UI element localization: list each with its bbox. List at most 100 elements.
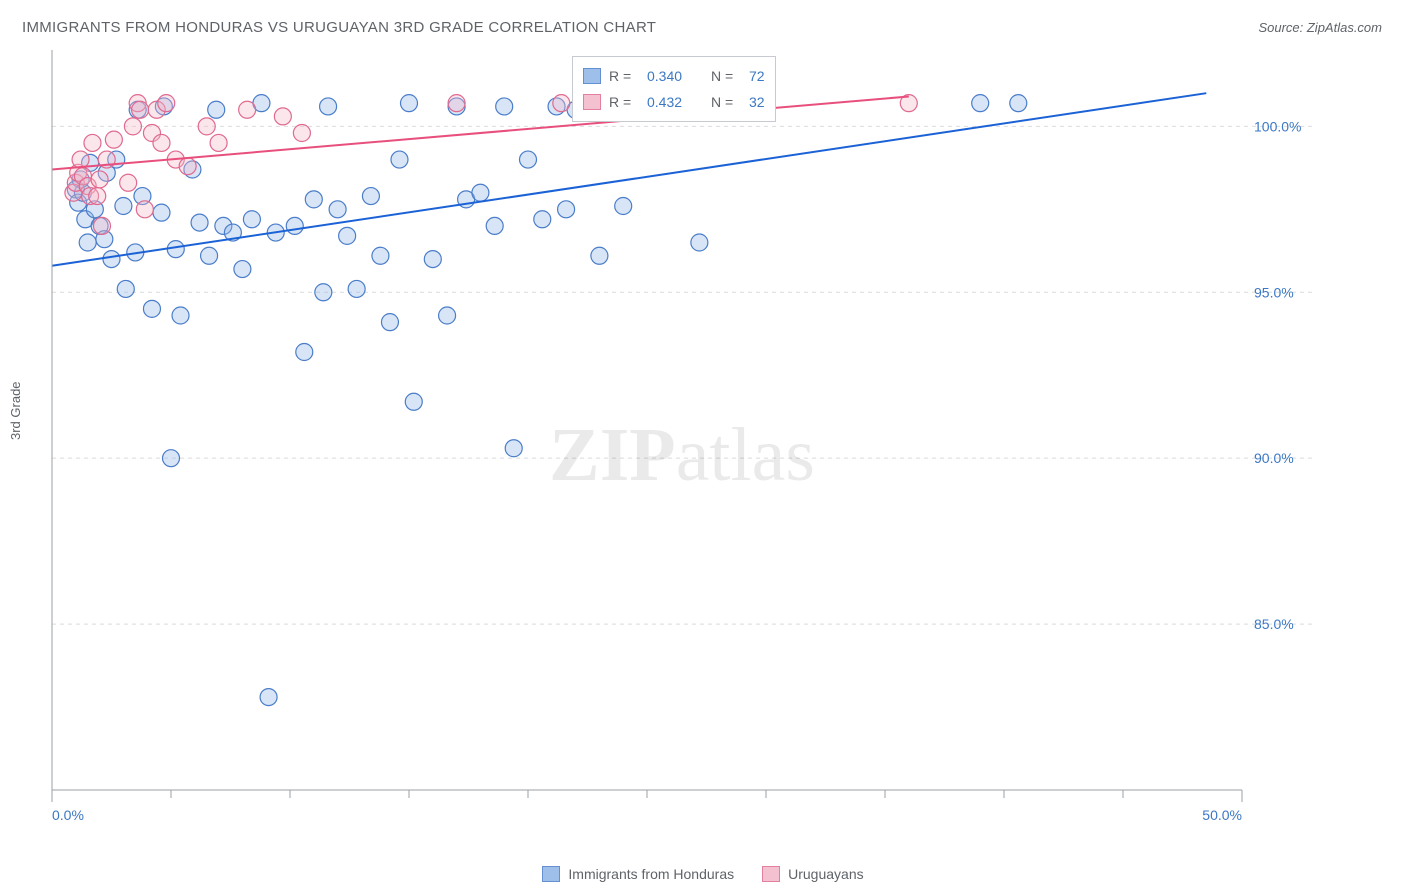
point-honduras	[320, 98, 337, 115]
r-label: R =	[609, 94, 639, 110]
point-honduras	[234, 261, 251, 278]
legend-label: Immigrants from Honduras	[568, 866, 734, 882]
point-honduras	[534, 211, 551, 228]
point-honduras	[315, 284, 332, 301]
point-honduras	[472, 184, 489, 201]
y-tick-label: 90.0%	[1254, 450, 1294, 466]
point-honduras	[143, 300, 160, 317]
chart-svg: ZIPatlas 0.0% 50.0% 85.0% 90.0% 95.0% 100.0%	[52, 50, 1312, 830]
point-uruguay	[136, 201, 153, 218]
point-honduras	[381, 314, 398, 331]
point-honduras	[286, 217, 303, 234]
x-tick-labels: 0.0% 50.0%	[52, 807, 1242, 823]
source-link[interactable]: ZipAtlas.com	[1307, 20, 1382, 35]
point-honduras	[208, 101, 225, 118]
point-uruguay	[293, 125, 310, 142]
point-honduras	[348, 280, 365, 297]
trendline-uruguay	[52, 97, 909, 170]
point-honduras	[486, 217, 503, 234]
stats-legend-row-honduras: R = 0.340 N = 72	[583, 63, 765, 89]
point-uruguay	[84, 134, 101, 151]
source-credit: Source: ZipAtlas.com	[1258, 20, 1382, 35]
watermark: ZIPatlas	[549, 413, 815, 497]
point-uruguay	[91, 171, 108, 188]
y-tick-label: 95.0%	[1254, 284, 1294, 300]
n-label: N =	[711, 94, 741, 110]
point-honduras	[153, 204, 170, 221]
series-legend: Immigrants from Honduras Uruguayans	[0, 866, 1406, 882]
point-honduras	[191, 214, 208, 231]
point-honduras	[79, 234, 96, 251]
point-honduras	[260, 689, 277, 706]
point-honduras	[558, 201, 575, 218]
point-uruguay	[553, 95, 570, 112]
point-honduras	[401, 95, 418, 112]
point-honduras	[505, 440, 522, 457]
gridlines	[52, 126, 1312, 624]
point-honduras	[201, 247, 218, 264]
point-honduras	[691, 234, 708, 251]
point-honduras	[115, 198, 132, 215]
y-tick-label: 100.0%	[1254, 118, 1301, 134]
scatter-points	[65, 95, 1027, 706]
title-row: IMMIGRANTS FROM HONDURAS VS URUGUAYAN 3R…	[0, 14, 1406, 40]
point-uruguay	[93, 217, 110, 234]
point-honduras	[496, 98, 513, 115]
r-label: R =	[609, 68, 639, 84]
source-prefix: Source:	[1258, 20, 1306, 35]
chart-title: IMMIGRANTS FROM HONDURAS VS URUGUAYAN 3R…	[22, 19, 656, 36]
point-honduras	[103, 251, 120, 268]
legend-item-uruguay[interactable]: Uruguayans	[762, 866, 864, 882]
point-honduras	[163, 450, 180, 467]
point-uruguay	[198, 118, 215, 135]
point-honduras	[615, 198, 632, 215]
chart-container: IMMIGRANTS FROM HONDURAS VS URUGUAYAN 3R…	[0, 0, 1406, 892]
point-honduras	[305, 191, 322, 208]
point-uruguay	[179, 158, 196, 175]
point-honduras	[591, 247, 608, 264]
legend-swatch-uruguay	[583, 94, 601, 110]
point-honduras	[1010, 95, 1027, 112]
legend-swatch-honduras	[583, 68, 601, 84]
point-uruguay	[274, 108, 291, 125]
n-label: N =	[711, 68, 741, 84]
legend-swatch-honduras	[542, 866, 560, 882]
point-honduras	[339, 227, 356, 244]
point-uruguay	[239, 101, 256, 118]
point-uruguay	[89, 188, 106, 205]
point-uruguay	[448, 95, 465, 112]
legend-item-honduras[interactable]: Immigrants from Honduras	[542, 866, 734, 882]
point-honduras	[391, 151, 408, 168]
point-uruguay	[105, 131, 122, 148]
point-uruguay	[210, 134, 227, 151]
x-tick-label: 0.0%	[52, 807, 84, 823]
point-honduras	[296, 344, 313, 361]
point-honduras	[405, 393, 422, 410]
n-value: 32	[749, 94, 765, 110]
x-tick-label: 50.0%	[1202, 807, 1242, 823]
n-value: 72	[749, 68, 765, 84]
y-tick-label: 85.0%	[1254, 616, 1294, 632]
point-honduras	[372, 247, 389, 264]
r-value: 0.432	[647, 94, 703, 110]
point-uruguay	[153, 134, 170, 151]
y-tick-labels: 85.0% 90.0% 95.0% 100.0%	[1254, 118, 1301, 632]
point-honduras	[439, 307, 456, 324]
plot-area: ZIPatlas 0.0% 50.0% 85.0% 90.0% 95.0% 100.0%…	[52, 50, 1312, 830]
point-honduras	[972, 95, 989, 112]
point-honduras	[362, 188, 379, 205]
point-uruguay	[124, 118, 141, 135]
point-honduras	[172, 307, 189, 324]
stats-legend: R = 0.340 N = 72 R = 0.432 N = 32	[572, 56, 776, 122]
y-axis-label: 3rd Grade	[8, 381, 23, 440]
point-honduras	[243, 211, 260, 228]
point-honduras	[329, 201, 346, 218]
point-honduras	[117, 280, 134, 297]
r-value: 0.340	[647, 68, 703, 84]
stats-legend-row-uruguay: R = 0.432 N = 32	[583, 89, 765, 115]
point-honduras	[167, 241, 184, 258]
legend-swatch-uruguay	[762, 866, 780, 882]
point-honduras	[520, 151, 537, 168]
legend-label: Uruguayans	[788, 866, 864, 882]
point-uruguay	[72, 151, 89, 168]
